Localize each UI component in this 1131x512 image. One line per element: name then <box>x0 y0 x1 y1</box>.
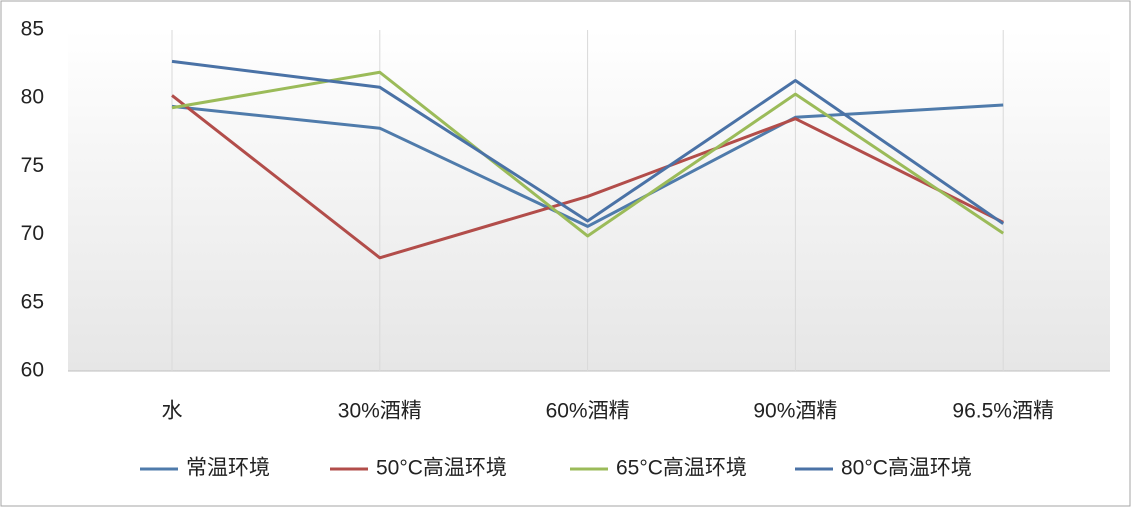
line <box>171 70 1005 238</box>
line <box>171 94 1004 260</box>
line <box>171 103 1004 228</box>
x-tick-label: 96.5%酒精 <box>952 400 1054 423</box>
x-tick-label: 30%酒精 <box>338 400 422 423</box>
legend-label: 65°C高温环境 <box>616 457 747 480</box>
legend-label: 常温环境 <box>186 457 270 480</box>
plot-area <box>68 30 1110 371</box>
x-tick-label: 60%酒精 <box>546 400 630 423</box>
y-tick-label: 65 <box>21 290 44 313</box>
legend-label: 50°C高温环境 <box>376 457 507 480</box>
y-tick-label: 80 <box>21 86 44 109</box>
legend-label: 80°C高温环境 <box>841 457 972 480</box>
y-tick-label: 60 <box>21 359 44 382</box>
x-tick-label: 水 <box>162 400 183 423</box>
line <box>171 59 1005 225</box>
y-tick-label: 85 <box>21 18 44 41</box>
y-tick-label: 75 <box>21 154 44 177</box>
y-tick-label: 70 <box>21 222 44 245</box>
x-tick-label: 90%酒精 <box>753 400 837 423</box>
